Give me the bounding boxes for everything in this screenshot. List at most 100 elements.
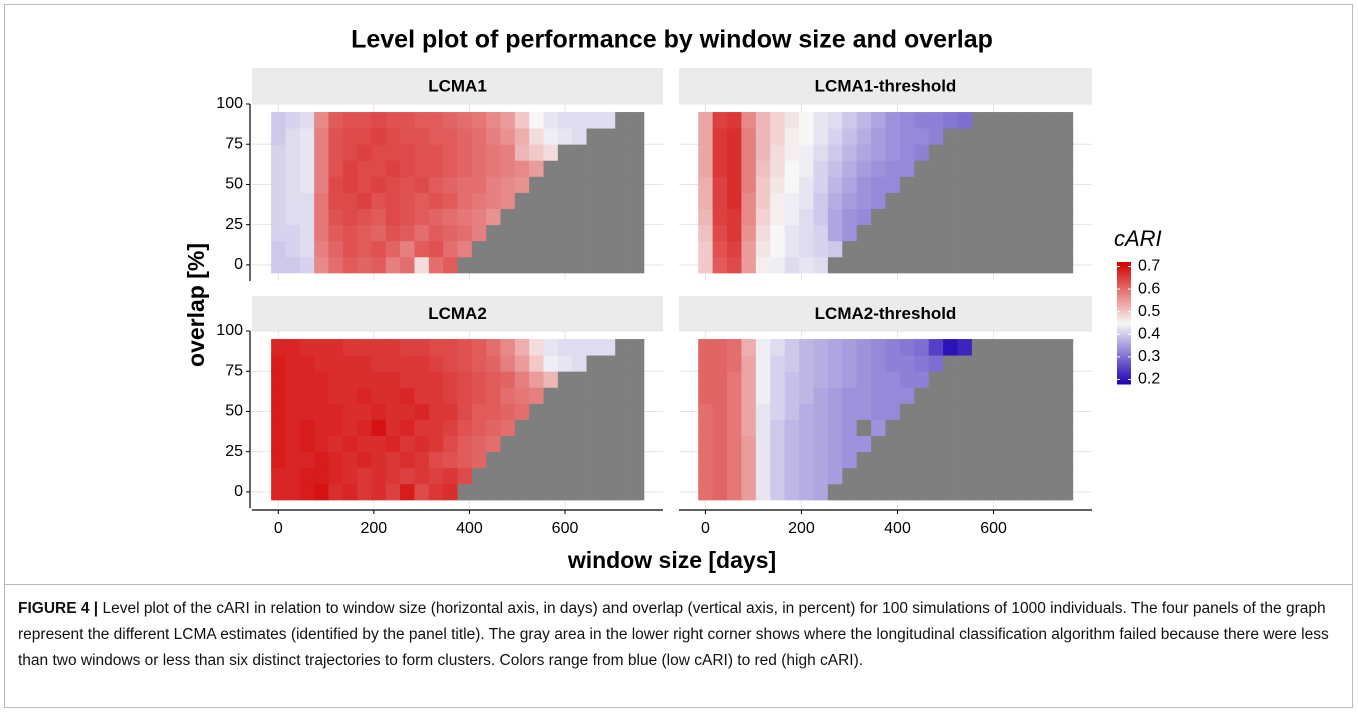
cell [414, 435, 430, 453]
cell [770, 451, 786, 469]
failed-cell [971, 112, 987, 129]
failed-cell [1000, 339, 1016, 356]
failed-cell [1058, 224, 1074, 242]
y-tick-label: 100 [216, 322, 243, 339]
cell [529, 112, 544, 129]
cell [799, 451, 814, 469]
cell [428, 403, 444, 420]
failed-cell [943, 192, 958, 209]
cell [712, 208, 728, 226]
failed-cell [1015, 483, 1030, 501]
cell [371, 451, 387, 469]
cell [842, 339, 858, 356]
cell [471, 128, 487, 145]
cell [299, 451, 315, 469]
cell [712, 240, 728, 258]
failed-cell [557, 371, 573, 388]
cell [314, 403, 329, 420]
cell [741, 419, 757, 436]
failed-cell [600, 208, 616, 226]
failed-cell [1000, 403, 1016, 420]
failed-cell [615, 387, 630, 404]
failed-cell [986, 224, 1002, 242]
failed-cell [928, 387, 944, 404]
cell [342, 483, 358, 501]
colorbar-segment [1117, 323, 1131, 326]
cell [328, 176, 344, 193]
cell [813, 160, 829, 177]
cell [784, 387, 800, 404]
cell [813, 192, 829, 209]
cell [727, 112, 742, 129]
cell [385, 176, 401, 193]
cell [443, 208, 458, 226]
x-tick-label: 0 [274, 520, 283, 537]
colorbar-segment [1117, 272, 1131, 275]
cell [342, 467, 358, 485]
cell [813, 208, 829, 226]
cell [856, 339, 872, 356]
cell [385, 387, 401, 404]
cell [371, 208, 387, 226]
failed-cell [543, 403, 559, 420]
cell [842, 419, 858, 436]
colorbar-segment [1117, 371, 1131, 375]
failed-cell [514, 240, 530, 258]
y-tick-label: 0 [234, 256, 243, 273]
cell [414, 224, 430, 242]
cell [471, 176, 487, 193]
cell [500, 419, 516, 436]
failed-cell [543, 256, 559, 274]
cell [914, 355, 930, 372]
failed-cell [629, 256, 645, 274]
cell [371, 403, 387, 420]
colorbar-segment [1117, 262, 1131, 265]
colorbar-segment [1117, 337, 1131, 340]
cell [328, 144, 344, 161]
colorbar-segment [1117, 284, 1131, 287]
failed-cell [971, 128, 987, 145]
failed-cell [572, 467, 587, 485]
failed-cell [842, 240, 858, 258]
cell [698, 435, 714, 453]
failed-cell [629, 128, 645, 145]
failed-cell [457, 256, 473, 274]
failed-cell [557, 176, 573, 193]
cell [727, 451, 742, 469]
colorbar-segment [1117, 373, 1131, 377]
cell [755, 144, 771, 161]
failed-cell [928, 160, 944, 177]
colorbar-segment [1117, 345, 1131, 348]
cell [471, 387, 487, 404]
failed-cell [1043, 176, 1059, 193]
cell [342, 176, 358, 193]
failed-cell [557, 240, 573, 258]
cell [385, 419, 401, 436]
cell [755, 403, 771, 420]
failed-cell [1000, 176, 1016, 193]
failed-cell [600, 435, 616, 453]
cell [712, 256, 728, 274]
cell [328, 339, 344, 356]
cell [486, 435, 501, 453]
failed-cell [629, 371, 645, 388]
failed-cell [1029, 435, 1045, 453]
failed-cell [943, 435, 958, 453]
cell [727, 160, 742, 177]
cell [271, 435, 286, 453]
failed-cell [871, 256, 886, 274]
cell [514, 355, 530, 372]
cell [314, 224, 329, 242]
cell [842, 371, 858, 388]
cell [285, 256, 301, 274]
cell [799, 128, 814, 145]
cell [943, 339, 958, 356]
cell [871, 355, 886, 372]
cell [529, 387, 544, 404]
cell [755, 256, 771, 274]
failed-cell [1043, 160, 1059, 177]
failed-cell [543, 435, 559, 453]
cell [698, 208, 714, 226]
failed-cell [572, 208, 587, 226]
